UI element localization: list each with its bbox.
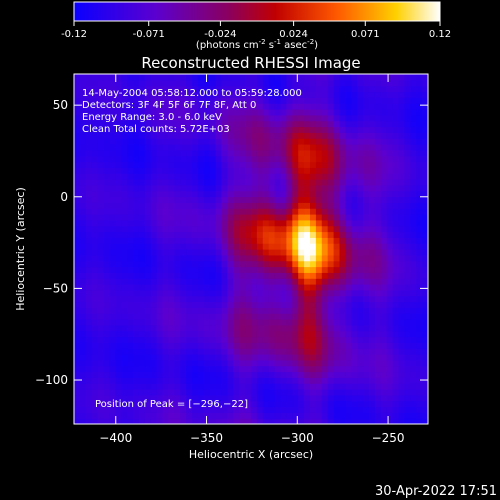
y-tick-label: −50 [43,281,68,295]
x-tick-label: −300 [281,431,314,445]
peak-position-label: Position of Peak = [−296,−22] [95,399,248,410]
axis-ticks: −400 −350 −300 −250 50 0 −50 −100 [35,74,428,445]
colorbar-tick-label: 0.071 [351,29,380,40]
y-tick-label: 50 [53,98,68,112]
x-axis-label: Heliocentric X (arcsec) [189,448,313,461]
y-tick-label: 0 [60,190,68,204]
colorbar-tick-label: -0.071 [133,29,165,40]
colorbar-tick-label: -0.024 [204,29,236,40]
colorbar-ticks: -0.12 -0.071 -0.024 0.024 0.071 0.12 [61,21,451,40]
annotation-line: Energy Range: 3.0 - 6.0 keV [82,112,222,123]
annotation-line: 14-May-2004 05:58:12.000 to 05:59:28.000 [82,88,302,99]
colorbar-tick-label: 0.12 [429,29,451,40]
annotation-line: Clean Total counts: 5.72E+03 [82,124,230,135]
x-tick-label: −400 [99,431,132,445]
x-tick-label: −250 [372,431,405,445]
annotation-line: Detectors: 3F 4F 5F 6F 7F 8F, Att 0 [82,100,256,111]
annotation-block: 14-May-2004 05:58:12.000 to 05:59:28.000… [82,88,302,135]
y-tick-label: −100 [35,373,68,387]
heatmap-image [74,74,428,424]
timestamp: 30-Apr-2022 17:51 [375,484,497,499]
colorbar-tick-label: 0.024 [279,29,308,40]
chart-title: Reconstructed RHESSI Image [141,54,360,72]
x-tick-label: −350 [190,431,223,445]
colorbar-tick-label: -0.12 [61,29,87,40]
colorbar [73,1,441,22]
colorbar-units: (photons cm-2 s-1 asec-2) [196,38,318,51]
y-axis-label: Heliocentric Y (arcsec) [14,187,27,311]
plot-frame [73,73,429,425]
